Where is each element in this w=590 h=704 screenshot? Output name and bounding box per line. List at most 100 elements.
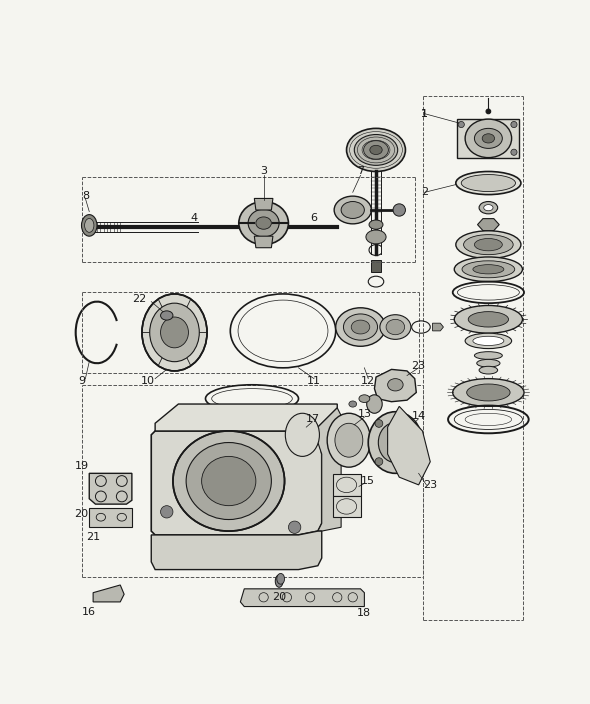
Ellipse shape [370,145,382,155]
Text: 9: 9 [78,376,85,386]
Text: 14: 14 [412,410,426,420]
Ellipse shape [456,231,521,258]
Polygon shape [151,431,322,535]
Ellipse shape [464,234,513,255]
Ellipse shape [474,352,502,359]
Ellipse shape [289,436,308,448]
Ellipse shape [511,149,517,156]
Ellipse shape [368,412,422,473]
Ellipse shape [454,306,523,333]
Bar [371,260,381,272]
Ellipse shape [479,366,498,374]
Ellipse shape [456,172,521,194]
Text: 23: 23 [423,480,437,490]
Ellipse shape [474,128,502,149]
Ellipse shape [202,456,256,505]
Ellipse shape [458,121,464,127]
Polygon shape [388,406,430,485]
Text: 11: 11 [307,376,321,386]
Polygon shape [89,473,132,504]
Text: 21: 21 [86,532,100,542]
Text: 7: 7 [357,166,364,177]
Ellipse shape [369,220,383,230]
Text: 3: 3 [260,166,267,177]
Bar [333,496,360,517]
Ellipse shape [465,119,512,158]
Ellipse shape [349,401,356,407]
Ellipse shape [468,312,509,327]
Ellipse shape [142,294,207,371]
Text: 16: 16 [82,607,96,617]
Ellipse shape [334,196,371,224]
Text: 17: 17 [306,415,320,425]
Polygon shape [240,589,365,607]
Ellipse shape [375,420,383,427]
Ellipse shape [186,443,271,520]
Ellipse shape [363,141,388,159]
Text: 18: 18 [358,608,372,617]
Ellipse shape [367,395,382,413]
Polygon shape [254,199,273,210]
Ellipse shape [486,109,491,114]
Polygon shape [151,531,322,570]
Ellipse shape [388,379,403,391]
Ellipse shape [473,265,504,274]
Ellipse shape [248,209,279,237]
Text: 23: 23 [412,360,426,370]
Polygon shape [254,236,273,248]
Ellipse shape [327,413,371,467]
Text: 1: 1 [421,108,428,119]
Ellipse shape [346,128,405,172]
Ellipse shape [276,575,283,587]
Ellipse shape [484,205,493,210]
Ellipse shape [474,239,502,251]
Ellipse shape [359,395,370,403]
Ellipse shape [511,121,517,127]
Ellipse shape [378,422,412,463]
Text: 10: 10 [140,376,155,386]
Ellipse shape [160,311,173,320]
Ellipse shape [84,218,94,232]
Ellipse shape [289,521,301,534]
Ellipse shape [355,134,398,165]
Ellipse shape [465,333,512,348]
Text: 22: 22 [133,294,147,303]
Polygon shape [375,370,417,402]
Ellipse shape [393,204,405,216]
Text: 8: 8 [82,191,89,201]
Text: 6: 6 [310,213,317,222]
Ellipse shape [462,260,514,278]
Text: 20: 20 [272,591,286,601]
Polygon shape [457,119,519,158]
Ellipse shape [335,423,363,457]
Text: 4: 4 [191,213,198,222]
Ellipse shape [375,458,383,465]
Ellipse shape [467,384,510,401]
Ellipse shape [454,257,523,282]
Ellipse shape [386,320,405,334]
Text: 1: 1 [421,108,428,119]
Ellipse shape [81,215,97,236]
Ellipse shape [286,413,319,456]
Ellipse shape [366,230,386,244]
Ellipse shape [173,431,284,531]
Polygon shape [93,585,124,602]
Ellipse shape [408,420,416,427]
Ellipse shape [150,303,199,362]
Ellipse shape [461,175,516,191]
Ellipse shape [482,134,494,143]
Polygon shape [89,508,132,527]
Text: 13: 13 [358,409,371,419]
Ellipse shape [477,359,500,367]
Ellipse shape [479,201,498,214]
Ellipse shape [343,314,378,340]
Polygon shape [432,323,444,331]
Ellipse shape [256,217,271,230]
Ellipse shape [408,458,416,465]
Ellipse shape [160,317,188,348]
Ellipse shape [473,337,504,346]
Ellipse shape [388,433,403,452]
Polygon shape [155,404,337,431]
Bar [333,474,360,496]
Ellipse shape [160,505,173,518]
